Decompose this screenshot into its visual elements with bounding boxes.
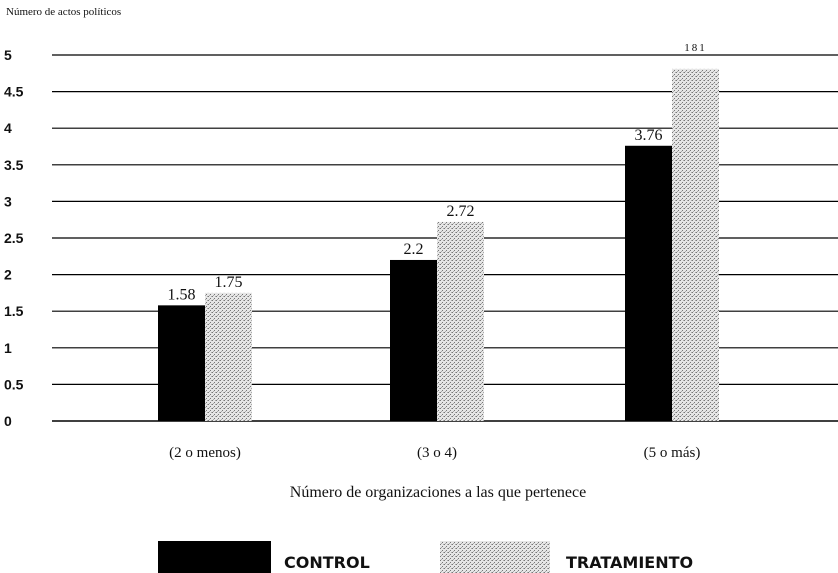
y-tick-labels: 0 0.5 1 1.5 2 2.5 3 3.5 4 4.5 5 [4, 47, 24, 429]
data-label: 3.76 [635, 127, 663, 144]
y-tick-label: 0 [4, 413, 12, 429]
bar-tratamiento-2 [672, 68, 719, 422]
y-tick-label: 2.5 [4, 230, 24, 246]
x-tick-labels: (2 o menos) (3 o 4) (5 o más) [169, 445, 700, 461]
y-tick-label: 5 [4, 47, 12, 63]
data-label: 2.72 [447, 203, 475, 220]
y-tick-label: 4 [4, 120, 12, 136]
x-tick-label: (3 o 4) [417, 445, 457, 461]
data-label: 181 [684, 42, 707, 54]
y-tick-label: 2 [4, 267, 12, 283]
legend-swatch-control [158, 541, 271, 573]
bar-tratamiento-0 [205, 292, 252, 421]
bar-control-1 [390, 259, 437, 421]
bar-control-0 [158, 305, 205, 421]
y-tick-label: 1 [4, 340, 12, 356]
y-tick-label: 1.5 [4, 303, 24, 319]
data-label: 2.2 [404, 241, 424, 258]
legend-label-control: CONTROL [284, 553, 370, 572]
y-tick-label: 4.5 [4, 84, 24, 100]
x-tick-label: (2 o menos) [169, 445, 241, 461]
y-tick-label: 3.5 [4, 157, 24, 173]
x-axis-title: Número de organizaciones a las que perte… [290, 484, 586, 501]
legend-label-tratamiento: TRATAMIENTO [566, 553, 693, 572]
legend-swatch-tratamiento [440, 541, 550, 573]
y-tick-label: 0.5 [4, 376, 24, 392]
x-tick-label: (5 o más) [644, 445, 701, 461]
legend: CONTROL TRATAMIENTO [158, 541, 693, 573]
bar-control-2 [625, 145, 672, 421]
bars [158, 68, 719, 422]
data-labels: 1.58 2.2 3.76 1.75 2.72 181 [168, 42, 707, 303]
bar-tratamiento-1 [437, 221, 484, 421]
y-axis-title: Número de actos políticos [6, 6, 121, 18]
data-label: 1.58 [168, 286, 196, 303]
data-label: 1.75 [215, 274, 243, 291]
y-tick-label: 3 [4, 193, 12, 209]
